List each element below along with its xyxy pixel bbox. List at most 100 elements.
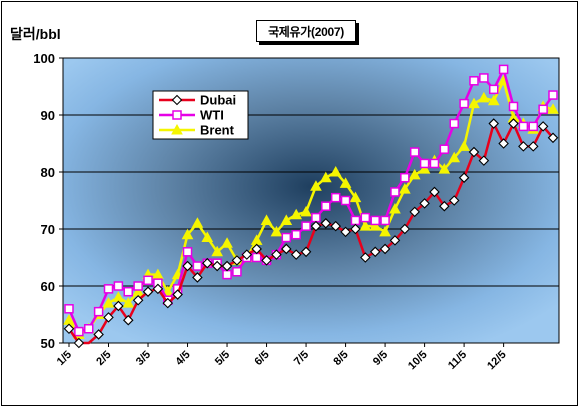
legend-label-wti: WTI xyxy=(200,108,224,123)
data-point xyxy=(300,205,312,217)
data-point xyxy=(369,220,382,231)
chart-title: 국제유가(2007) xyxy=(256,20,356,42)
data-point xyxy=(300,246,312,258)
data-point xyxy=(390,187,400,197)
data-point xyxy=(291,229,301,240)
data-point xyxy=(547,132,559,144)
data-point xyxy=(231,255,243,266)
data-point xyxy=(518,121,529,132)
data-point xyxy=(418,163,431,174)
data-point xyxy=(339,177,352,188)
x-tick-labels: 1/5 2/5 3/5 4/5 5/5 6/5 7/5 8/5 9/5 10/5 11/5 12/5 xyxy=(55,343,509,372)
data-point xyxy=(488,84,499,95)
data-point xyxy=(469,76,479,86)
data-point xyxy=(310,220,322,232)
data-point xyxy=(419,158,430,169)
data-point xyxy=(478,91,490,103)
data-point xyxy=(241,249,253,260)
data-point xyxy=(349,191,362,203)
data-point xyxy=(261,255,272,266)
data-point xyxy=(152,283,164,295)
data-point xyxy=(409,147,420,157)
data-point xyxy=(370,215,380,226)
data-point xyxy=(398,183,411,194)
x-tick-label: 3/5 xyxy=(134,349,153,368)
data-point xyxy=(400,172,410,183)
data-point xyxy=(350,223,361,235)
data-point xyxy=(143,275,153,286)
data-point xyxy=(360,212,371,223)
data-point xyxy=(192,261,203,271)
data-point xyxy=(429,158,440,169)
data-point xyxy=(113,300,124,312)
data-point xyxy=(478,155,490,166)
data-point xyxy=(487,94,500,106)
data-point xyxy=(93,306,104,317)
x-tick-label: 1/5 xyxy=(55,349,74,368)
data-point xyxy=(290,208,303,220)
x-tick-label: 6/5 xyxy=(252,349,271,368)
data-point xyxy=(202,257,213,269)
data-point xyxy=(379,225,391,237)
data-point xyxy=(122,297,135,308)
data-point xyxy=(171,123,183,135)
data-point xyxy=(330,220,341,232)
y-axis-label: 달러/bbl xyxy=(10,26,61,42)
data-point xyxy=(122,314,134,326)
data-point xyxy=(448,151,461,163)
y-tick-label: 70 xyxy=(41,222,55,237)
data-point xyxy=(488,118,500,129)
data-point xyxy=(468,97,480,109)
data-point xyxy=(429,186,440,198)
data-point xyxy=(350,215,361,226)
data-point xyxy=(468,146,480,158)
x-tick-label: 10/5 xyxy=(406,349,430,373)
data-point xyxy=(498,64,509,75)
data-point xyxy=(508,101,519,112)
data-point xyxy=(537,121,549,132)
y-tick-label: 100 xyxy=(33,51,55,66)
y-tick-label: 90 xyxy=(41,108,55,123)
data-point xyxy=(320,218,332,229)
data-point xyxy=(123,286,134,297)
data-point xyxy=(389,235,401,246)
data-point xyxy=(359,220,372,231)
legend-label-dubai: Dubai xyxy=(200,93,236,108)
legend-label-brent: Brent xyxy=(200,123,235,138)
data-point xyxy=(360,252,371,263)
series-dubai xyxy=(63,118,559,349)
data-point xyxy=(399,223,411,235)
data-point xyxy=(379,243,391,255)
data-point xyxy=(311,212,321,223)
data-point xyxy=(340,226,351,238)
data-point xyxy=(538,104,548,115)
data-point xyxy=(301,221,311,231)
data-point xyxy=(133,281,143,291)
data-point xyxy=(459,98,469,109)
data-point xyxy=(281,243,292,255)
data-point xyxy=(329,165,342,177)
data-point xyxy=(281,232,292,243)
data-point xyxy=(64,304,74,314)
x-tick-label: 4/5 xyxy=(173,349,192,368)
data-point xyxy=(251,252,262,263)
data-point xyxy=(527,141,539,152)
y-tick-label: 50 xyxy=(41,336,55,351)
data-point xyxy=(73,337,85,349)
data-point xyxy=(222,269,232,280)
data-point xyxy=(448,195,460,206)
y-tick-label: 60 xyxy=(41,279,55,294)
data-point xyxy=(548,90,558,100)
x-tick-label: 12/5 xyxy=(485,349,509,373)
data-point xyxy=(191,217,204,228)
data-point xyxy=(211,260,223,272)
data-point xyxy=(142,286,154,297)
x-tick-label: 11/5 xyxy=(446,349,469,372)
data-point xyxy=(498,138,509,149)
data-point xyxy=(182,260,193,272)
gridlines xyxy=(63,114,559,287)
data-point xyxy=(103,284,114,294)
data-point xyxy=(518,141,529,152)
